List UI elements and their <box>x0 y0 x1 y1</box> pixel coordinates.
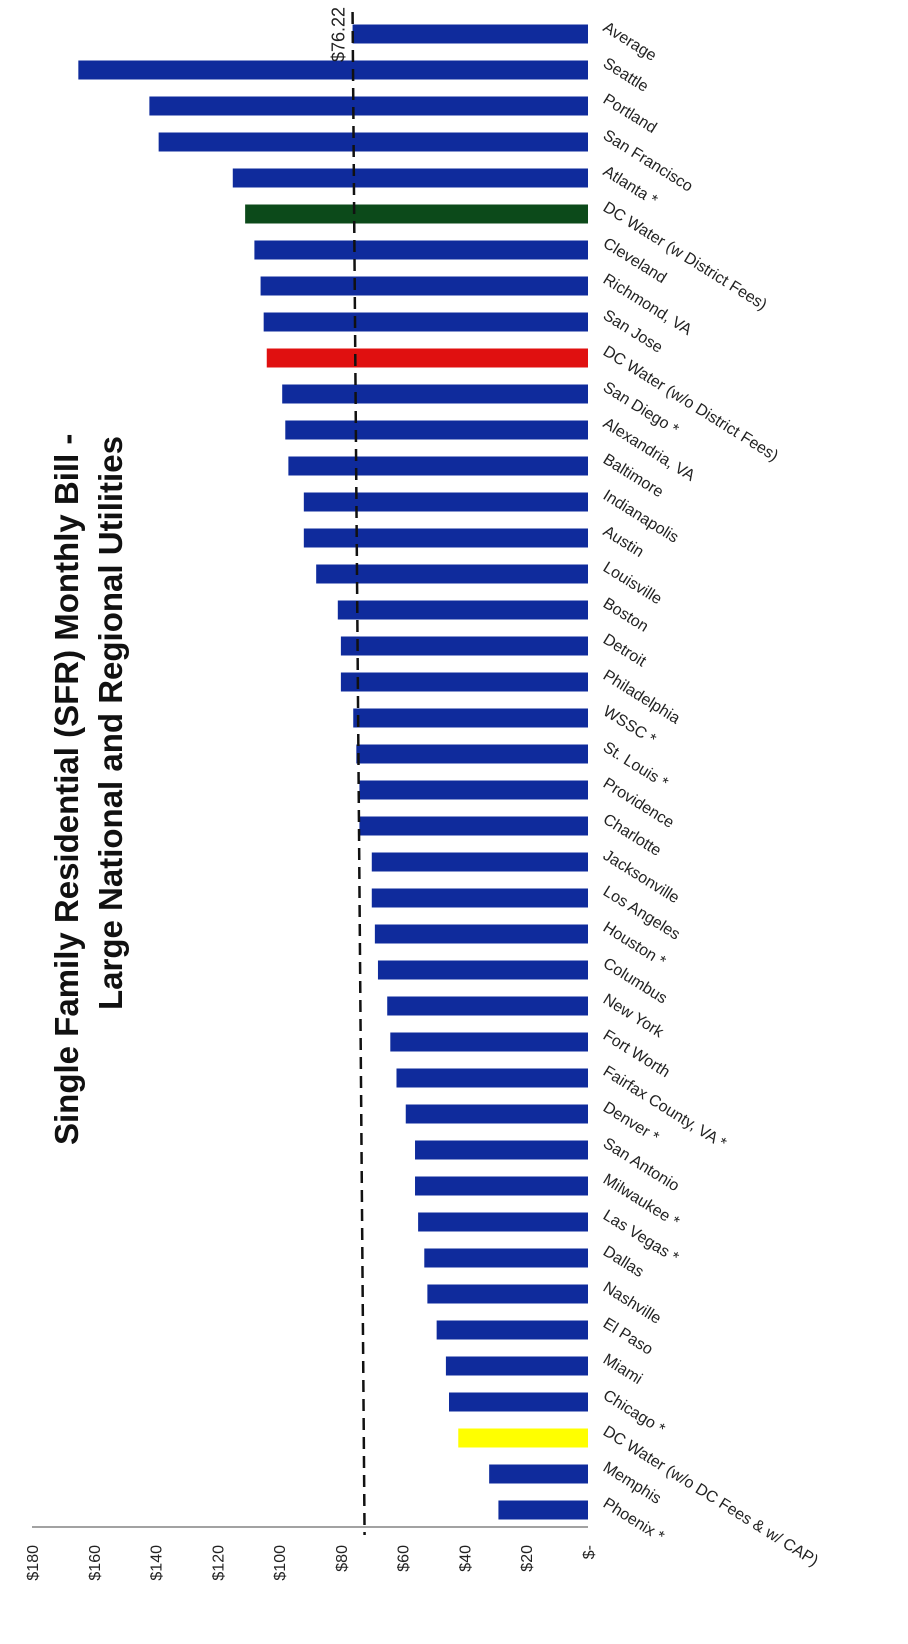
category-label: Detroit <box>600 631 649 671</box>
category-label: Miami <box>600 1351 645 1388</box>
bar <box>390 1032 588 1052</box>
bar <box>254 240 588 260</box>
category-label: Dallas <box>600 1243 647 1281</box>
bar <box>415 1140 588 1160</box>
bar <box>352 24 588 44</box>
bar <box>424 1248 588 1268</box>
category-label: Seattle <box>600 55 651 96</box>
y-tick-label: $140 <box>149 1545 166 1581</box>
average-label: $76.22 <box>329 7 349 62</box>
bar <box>371 852 588 872</box>
y-tick-label: $180 <box>25 1545 42 1581</box>
bar <box>359 816 588 836</box>
y-tick-label: $20 <box>519 1545 536 1572</box>
category-label: Austin <box>600 523 647 561</box>
y-tick-label: $160 <box>87 1545 104 1581</box>
bar <box>371 888 588 908</box>
bar <box>387 996 588 1016</box>
bar <box>337 600 588 620</box>
bar <box>149 96 588 116</box>
bar <box>260 276 588 296</box>
bar <box>377 960 588 980</box>
y-tick-label: $80 <box>334 1545 351 1572</box>
y-tick-label: $120 <box>210 1545 227 1581</box>
bar <box>316 564 588 584</box>
y-tick-label: $60 <box>396 1545 413 1572</box>
bar <box>445 1356 588 1376</box>
bar <box>263 312 588 332</box>
bar <box>78 60 588 80</box>
category-label: DC Water (w/o DC Fees & w/ CAP) <box>600 1423 821 1570</box>
average-line <box>351 11 366 1536</box>
bar <box>436 1320 588 1340</box>
bar <box>374 924 588 944</box>
bar <box>458 1428 588 1448</box>
bar <box>449 1392 588 1412</box>
bar <box>245 204 588 224</box>
y-tick-label: $- <box>581 1545 598 1559</box>
bar <box>418 1212 588 1232</box>
bar <box>266 348 588 368</box>
bar <box>489 1464 588 1484</box>
y-tick-label: $40 <box>457 1545 474 1572</box>
bar <box>282 384 588 404</box>
bar <box>405 1104 588 1124</box>
bar <box>288 456 588 476</box>
bar <box>340 672 588 692</box>
category-label: Boston <box>600 595 651 636</box>
bar <box>303 492 588 512</box>
bar <box>396 1068 588 1088</box>
bar <box>359 780 588 800</box>
bar <box>427 1284 588 1304</box>
bar <box>232 168 588 188</box>
bar <box>303 528 588 548</box>
bar <box>340 636 588 656</box>
bar <box>415 1176 588 1196</box>
bar <box>285 420 588 440</box>
bar <box>356 744 588 764</box>
bar <box>353 708 588 728</box>
y-tick-label: $100 <box>272 1545 289 1581</box>
bar <box>498 1500 588 1520</box>
bar <box>158 132 588 152</box>
